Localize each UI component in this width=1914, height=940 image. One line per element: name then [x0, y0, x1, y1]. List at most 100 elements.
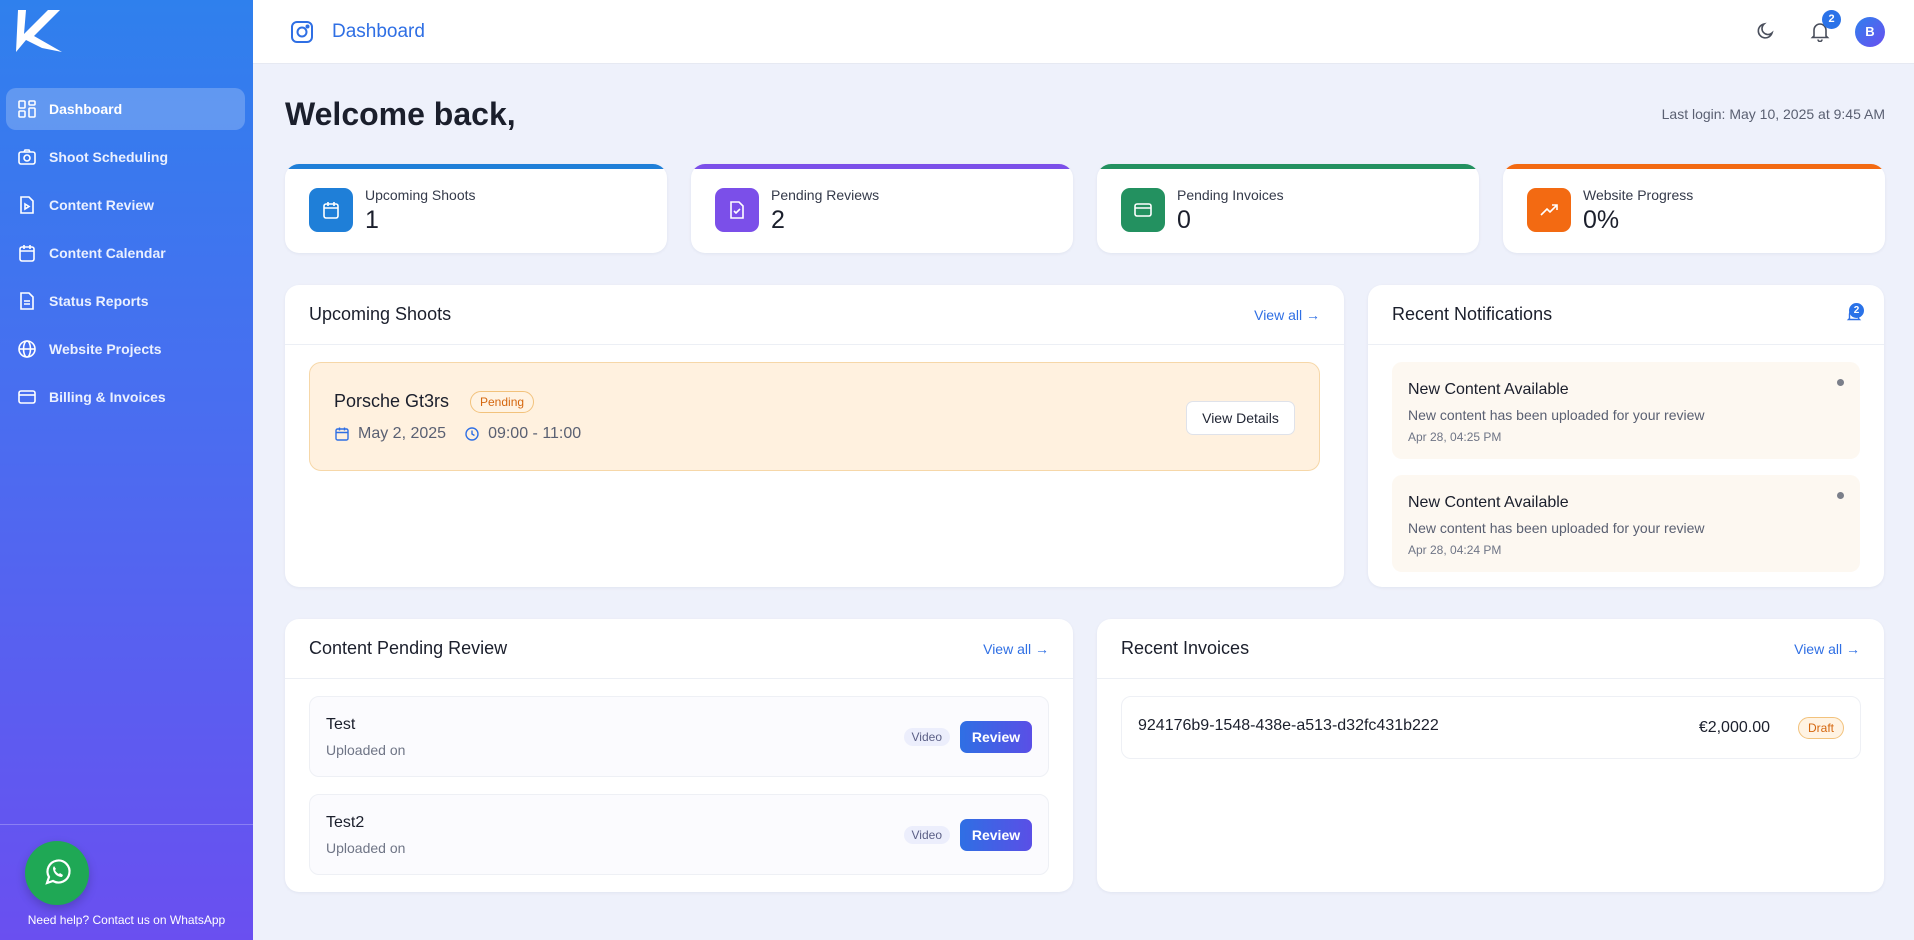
- stat-card-pending-invoices: Pending Invoices 0: [1097, 164, 1479, 253]
- card-title: Recent Notifications: [1392, 304, 1553, 324]
- card-title: Content Pending Review: [309, 638, 508, 658]
- review-item: Test Uploaded on Video Review: [309, 696, 1049, 777]
- avatar[interactable]: B: [1855, 17, 1885, 47]
- shoot-meta: May 2, 2025 09:00 - 11:00: [334, 425, 581, 443]
- notification-item[interactable]: New Content Available New content has be…: [1392, 475, 1860, 572]
- grid-icon: [18, 100, 36, 118]
- document-icon: [20, 292, 34, 310]
- upcoming-shoots-card: Upcoming Shoots View all → Porsche Gt3rs…: [285, 285, 1344, 587]
- card-title: Recent Invoices: [1121, 638, 1250, 658]
- shoot-item[interactable]: Porsche Gt3rs Pending May 2, 2025 09:00 …: [309, 362, 1320, 471]
- review-subtitle: Uploaded on: [326, 742, 406, 758]
- card-header: Recent Invoices View all →: [1097, 619, 1884, 679]
- sidebar-item-label: Shoot Scheduling: [49, 149, 168, 165]
- notification-description: New content has been uploaded for your r…: [1408, 520, 1705, 536]
- stat-value: 0: [1177, 206, 1191, 234]
- stat-card-website-progress: Website Progress 0%: [1503, 164, 1885, 253]
- sidebar-item-billing-invoices[interactable]: Billing & Invoices: [6, 376, 245, 418]
- invoice-id: 924176b9-1548-438e-a513-d32fc431b222: [1138, 717, 1439, 734]
- trending-up-icon: [1540, 204, 1558, 216]
- card-header: Recent Notifications 2: [1368, 285, 1884, 345]
- sidebar-item-content-calendar[interactable]: Content Calendar: [6, 232, 245, 274]
- whatsapp-button[interactable]: [25, 841, 89, 905]
- recent-invoices-card: Recent Invoices View all → 924176b9-1548…: [1097, 619, 1884, 892]
- shoot-name: Porsche Gt3rs: [334, 391, 450, 411]
- view-all-link[interactable]: View all →: [1794, 641, 1860, 657]
- file-play-icon: [20, 196, 34, 214]
- status-badge: Draft: [1797, 717, 1844, 739]
- stat-accent-bar: [1503, 164, 1885, 169]
- stat-value: 0%: [1583, 206, 1620, 234]
- stat-label: Pending Reviews: [771, 187, 880, 203]
- recent-notifications-card: Recent Notifications 2 New Content Avail…: [1368, 285, 1884, 587]
- notification-count-badge: 2: [1849, 303, 1864, 318]
- instagram-icon: [291, 21, 313, 43]
- sidebar-item-label: Status Reports: [49, 293, 149, 309]
- notification-item[interactable]: New Content Available New content has be…: [1392, 362, 1860, 459]
- stat-accent-bar: [1097, 164, 1479, 169]
- notification-description: New content has been uploaded for your r…: [1408, 407, 1705, 423]
- sidebar-item-dashboard[interactable]: Dashboard: [6, 88, 245, 130]
- brand-logo[interactable]: [12, 8, 66, 54]
- notification-time: Apr 28, 04:25 PM: [1408, 430, 1502, 444]
- sidebar-item-website-projects[interactable]: Website Projects: [6, 328, 245, 370]
- stat-value: 1: [365, 206, 379, 234]
- view-all-link[interactable]: View all →: [1254, 307, 1320, 323]
- stat-card-pending-reviews: Pending Reviews 2: [691, 164, 1073, 253]
- review-item: Test2 Uploaded on Video Review: [309, 794, 1049, 875]
- sidebar-item-shoot-scheduling[interactable]: Shoot Scheduling: [6, 136, 245, 178]
- view-details-button[interactable]: View Details: [1186, 401, 1295, 435]
- sidebar-item-label: Dashboard: [49, 101, 123, 117]
- top-bar: Dashboard 2 B: [253, 0, 1914, 64]
- welcome-heading: Welcome back,: [285, 96, 516, 132]
- sidebar-divider: [0, 824, 253, 825]
- sidebar-item-label: Content Review: [49, 197, 155, 213]
- credit-card-icon: [18, 390, 36, 404]
- view-all-link[interactable]: View all →: [983, 641, 1049, 657]
- stat-label: Upcoming Shoots: [365, 187, 476, 203]
- stat-icon-box: [1527, 188, 1571, 232]
- review-button[interactable]: Review: [960, 721, 1032, 753]
- unread-dot: [1837, 492, 1844, 499]
- review-button[interactable]: Review: [960, 819, 1032, 851]
- unread-dot: [1837, 379, 1844, 386]
- notification-time: Apr 28, 04:24 PM: [1408, 543, 1502, 557]
- stat-accent-bar: [691, 164, 1073, 169]
- stat-value: 2: [771, 206, 785, 234]
- shoot-time: 09:00 - 11:00: [488, 425, 582, 442]
- review-title: Test2: [326, 814, 365, 831]
- stat-icon-box: [715, 188, 759, 232]
- credit-card-icon: [1134, 203, 1152, 217]
- sidebar-item-label: Billing & Invoices: [49, 389, 166, 405]
- sidebar-item-label: Website Projects: [49, 341, 162, 357]
- shoot-date: May 2, 2025: [358, 425, 447, 442]
- camera-icon: [18, 149, 36, 165]
- globe-icon: [18, 340, 36, 358]
- card-header: Content Pending Review View all →: [285, 619, 1073, 679]
- sidebar-item-label: Content Calendar: [49, 245, 166, 261]
- sidebar-item-content-review[interactable]: Content Review: [6, 184, 245, 226]
- calendar-icon: [335, 427, 349, 441]
- calendar-icon: [19, 245, 35, 262]
- whatsapp-help-text: Need help? Contact us on WhatsApp: [27, 913, 226, 927]
- invoice-amount: €2,000.00: [1698, 719, 1770, 736]
- content-type-badge: Video: [903, 826, 950, 844]
- content-pending-review-card: Content Pending Review View all → Test U…: [285, 619, 1073, 892]
- status-badge: Pending: [470, 391, 535, 413]
- card-header: Upcoming Shoots View all →: [285, 285, 1344, 345]
- dark-mode-toggle-icon[interactable]: [1755, 20, 1777, 42]
- notification-count-badge: 2: [1822, 10, 1841, 29]
- sidebar: Dashboard Shoot Scheduling Content Revie…: [0, 0, 253, 940]
- stat-label: Pending Invoices: [1177, 187, 1284, 203]
- card-title: Upcoming Shoots: [309, 304, 452, 324]
- review-title: Test: [326, 716, 356, 733]
- whatsapp-icon: [45, 859, 71, 885]
- file-check-icon: [730, 201, 744, 219]
- stat-label: Website Progress: [1583, 187, 1694, 203]
- stat-icon-box: [1121, 188, 1165, 232]
- sidebar-item-status-reports[interactable]: Status Reports: [6, 280, 245, 322]
- last-login-text: Last login: May 10, 2025 at 9:45 AM: [1661, 106, 1885, 122]
- review-subtitle: Uploaded on: [326, 840, 406, 856]
- content-type-badge: Video: [903, 728, 950, 746]
- invoice-item[interactable]: 924176b9-1548-438e-a513-d32fc431b222 €2,…: [1121, 696, 1861, 759]
